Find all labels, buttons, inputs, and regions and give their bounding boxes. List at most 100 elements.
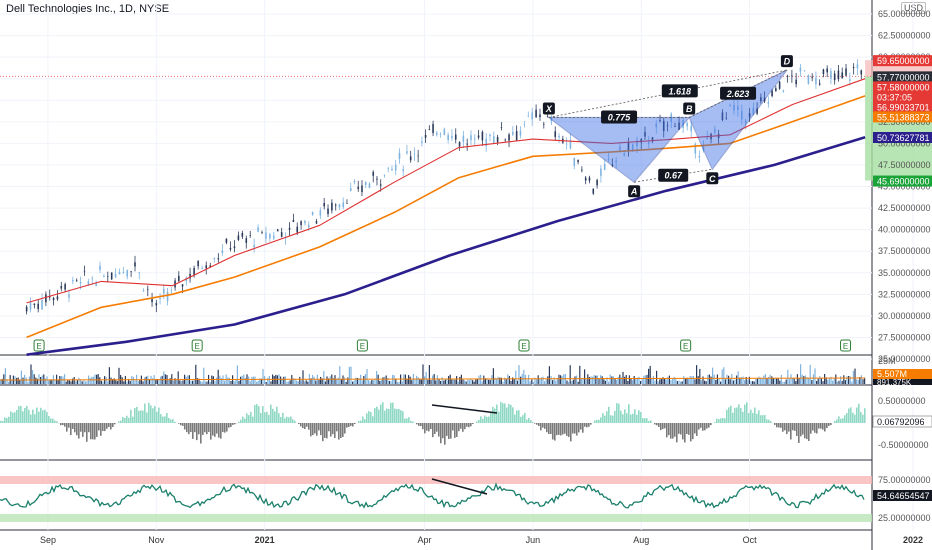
osc-bar bbox=[516, 410, 518, 423]
pattern-point-c: C bbox=[709, 174, 716, 184]
pattern-point-box bbox=[706, 172, 719, 185]
volume-bar bbox=[788, 379, 790, 384]
volume-tag-text: 5.507M bbox=[877, 369, 907, 379]
price-candle bbox=[95, 283, 97, 286]
osc-bar bbox=[96, 423, 98, 437]
volume-bar bbox=[772, 378, 774, 384]
osc-bar bbox=[572, 423, 574, 434]
osc-bar bbox=[276, 406, 278, 423]
price-candle bbox=[473, 138, 476, 140]
volume-bar bbox=[707, 374, 709, 384]
price-candle bbox=[811, 76, 813, 78]
y-tick-label: 30.00000000 bbox=[878, 311, 931, 321]
volume-bar bbox=[318, 379, 320, 384]
volume-bar bbox=[427, 379, 429, 384]
volume-bar bbox=[766, 378, 768, 384]
price-candle bbox=[539, 114, 541, 117]
price-candle bbox=[706, 137, 709, 140]
osc-bar bbox=[224, 423, 226, 433]
osc-bar bbox=[100, 423, 102, 436]
volume-bar bbox=[769, 374, 771, 384]
osc-bar bbox=[620, 410, 622, 423]
volume-bar bbox=[790, 374, 792, 384]
price-candle bbox=[640, 138, 643, 143]
price-candle bbox=[619, 146, 621, 151]
price-scale-tag-text: 56.99033701 bbox=[877, 102, 930, 112]
osc-bar bbox=[348, 423, 350, 428]
volume-bar bbox=[528, 374, 530, 384]
price-candle bbox=[56, 296, 59, 300]
volume-bar bbox=[305, 380, 307, 384]
volume-bar bbox=[633, 375, 635, 384]
volume-bar bbox=[139, 379, 141, 384]
volume-bar bbox=[732, 380, 734, 384]
volume-bar bbox=[283, 376, 285, 384]
osc-bar bbox=[492, 406, 494, 423]
volume-bar bbox=[680, 381, 682, 384]
osc-bar bbox=[464, 423, 466, 430]
osc-bar bbox=[534, 423, 536, 424]
price-candle bbox=[296, 226, 299, 233]
volume-bar bbox=[643, 375, 645, 384]
volume-bar bbox=[89, 377, 91, 384]
price-candle bbox=[193, 268, 195, 275]
osc-bar bbox=[738, 404, 740, 423]
volume-bar bbox=[468, 379, 470, 384]
earnings-marker bbox=[356, 339, 368, 352]
price-candle bbox=[569, 140, 572, 149]
osc-bar bbox=[748, 413, 750, 423]
osc-bar bbox=[104, 423, 106, 432]
volume-bar bbox=[537, 375, 539, 384]
price-candle bbox=[845, 68, 847, 76]
volume-bar bbox=[374, 379, 376, 384]
ema-long-line bbox=[26, 136, 866, 356]
volume-bar bbox=[268, 375, 270, 384]
osc-bar bbox=[616, 403, 618, 423]
volume-bar bbox=[812, 374, 814, 384]
volume-bar bbox=[297, 381, 299, 384]
price-candle bbox=[142, 290, 145, 292]
volume-bar bbox=[33, 374, 35, 384]
pattern-ratio-box bbox=[661, 84, 698, 98]
volume-bar bbox=[443, 380, 445, 384]
osc-bar bbox=[362, 416, 364, 423]
volume-bar bbox=[44, 378, 46, 384]
osc-bar bbox=[522, 415, 524, 423]
volume-bar bbox=[171, 374, 173, 384]
price-candle bbox=[33, 303, 36, 306]
volume-bar bbox=[432, 375, 434, 384]
volume-bar bbox=[835, 374, 837, 384]
osc-bar bbox=[240, 419, 242, 423]
price-candle bbox=[45, 294, 47, 303]
volume-bar bbox=[152, 378, 154, 384]
osc-bar bbox=[460, 423, 462, 429]
volume-bar bbox=[806, 377, 808, 384]
price-candle bbox=[470, 135, 472, 141]
volume-bar bbox=[825, 377, 827, 384]
osc-bar bbox=[524, 412, 526, 423]
volume-bar bbox=[49, 380, 51, 384]
osc-bar bbox=[808, 423, 810, 441]
volume-bar bbox=[40, 376, 42, 384]
volume-bar bbox=[771, 376, 773, 384]
volume-bar bbox=[609, 374, 611, 384]
volume-bar bbox=[753, 381, 755, 384]
osc-bar bbox=[72, 423, 74, 429]
volume-bar bbox=[627, 380, 629, 384]
volume-bar bbox=[656, 370, 658, 384]
volume-tag-2-text: 891.375K bbox=[877, 378, 912, 387]
osc-bar bbox=[642, 418, 644, 423]
osc-bar bbox=[382, 402, 384, 423]
price-candle bbox=[146, 289, 149, 290]
osc-bar bbox=[752, 413, 754, 423]
osc-bar bbox=[20, 405, 22, 423]
volume-bar bbox=[689, 375, 691, 384]
price-candle bbox=[666, 125, 669, 127]
price-candle bbox=[489, 134, 491, 137]
volume-bar bbox=[763, 375, 765, 384]
volume-bar bbox=[324, 381, 326, 384]
volume-bar bbox=[668, 375, 670, 384]
volume-bar bbox=[80, 379, 82, 384]
volume-bar bbox=[494, 377, 496, 384]
